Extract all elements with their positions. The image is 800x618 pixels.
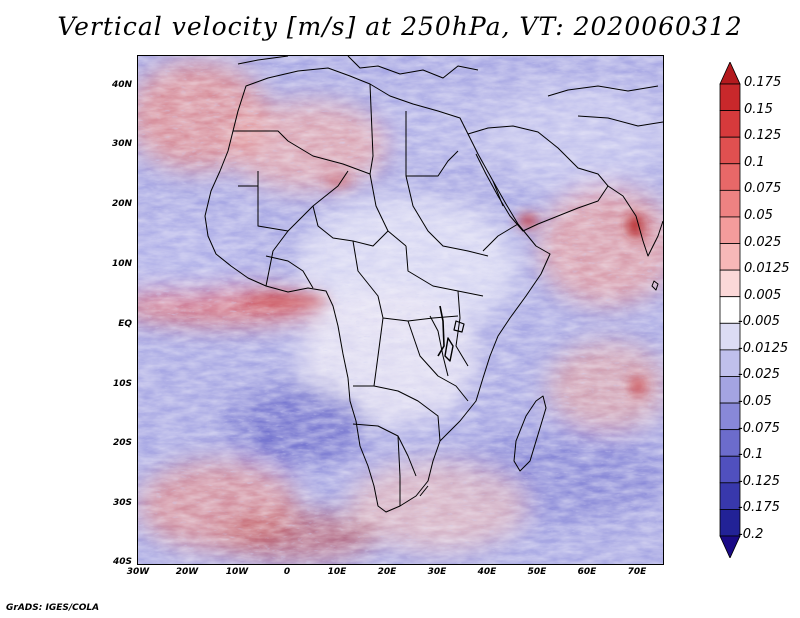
longitude-label-30w: 30W <box>126 567 150 577</box>
colorbar-swatch <box>719 110 741 138</box>
colorbar-label: 0.175 <box>744 75 782 90</box>
longitude-label-10w: 10W <box>225 567 249 577</box>
vertical-velocity-field <box>138 56 663 564</box>
vertical-velocity-map <box>138 56 663 564</box>
colorbar-label: -0.05 <box>738 394 772 410</box>
colorbar-label: -0.2 <box>738 527 764 542</box>
longitude-label-70e: 70E <box>627 567 647 577</box>
latitude-label-30s: 30S <box>112 498 132 508</box>
colorbar-label: 0.075 <box>744 181 782 197</box>
longitude-label-60e: 60E <box>577 567 597 577</box>
longitude-label-50e: 50E <box>527 567 547 577</box>
coastlines-and-borders <box>204 56 663 513</box>
colorbar-label: -0.075 <box>738 420 780 436</box>
colorbar-label: 0.0125 <box>744 261 790 277</box>
colorbar-swatch <box>719 482 741 510</box>
colorbar-swatch <box>719 62 741 85</box>
longitude-label-40e: 40E <box>477 567 497 577</box>
colorbar-swatch <box>719 163 741 191</box>
colorbar-label: 0.005 <box>744 287 782 303</box>
colorbar-swatch <box>719 136 741 165</box>
colorbar-swatch <box>719 535 741 558</box>
colorbar-label: -0.025 <box>738 367 780 383</box>
colorbar-label: -0.0125 <box>738 340 789 356</box>
latitude-label-40s: 40S <box>112 557 132 567</box>
colorbar-label: 0.125 <box>744 128 782 144</box>
colorbar-label: -0.1 <box>738 447 764 463</box>
colorbar-label: -0.125 <box>738 473 780 489</box>
latitude-label-10s: 10S <box>112 379 132 389</box>
colorbar-label: 0.025 <box>744 234 782 250</box>
colorbar-swatch <box>719 216 741 244</box>
longitude-label-10e: 10E <box>327 567 347 577</box>
colorbar-swatch <box>719 269 741 298</box>
colorbar-label: -0.175 <box>738 500 780 516</box>
latitude-label-eq: EQ <box>118 319 132 329</box>
colorbar-swatch <box>719 376 741 404</box>
grads-credit: GrADS: IGES/COLA <box>6 603 100 613</box>
map-title: Vertical velocity [m/s] at 250hPa, VT: 2… <box>57 12 743 41</box>
colorbar-swatch <box>719 83 741 111</box>
colorbar-label: 0.1 <box>744 154 765 170</box>
map-panel <box>137 55 664 565</box>
colorbar-swatch <box>719 509 741 537</box>
colorbar-swatch <box>719 349 741 377</box>
colorbar-swatch <box>719 243 741 271</box>
colorbar-swatch <box>719 402 741 431</box>
longitude-label-30e: 30E <box>427 567 447 577</box>
latitude-label-10n: 10N <box>111 259 132 269</box>
latitude-label-40n: 40N <box>111 80 132 90</box>
longitude-label-0: 0 <box>283 567 291 577</box>
colorbar-swatch <box>719 322 741 351</box>
colorbar-label: 0.05 <box>744 207 773 223</box>
latitude-label-20s: 20S <box>112 438 132 448</box>
colorbar-swatch <box>719 429 741 457</box>
colorbar-label: 0.15 <box>744 101 773 117</box>
colorbar-swatch <box>719 296 741 324</box>
longitude-label-20w: 20W <box>175 567 199 577</box>
longitude-label-20e: 20E <box>377 567 397 577</box>
colorbar-swatch <box>719 189 741 218</box>
colorbar-label: -0.005 <box>738 314 780 330</box>
latitude-label-30n: 30N <box>111 139 132 149</box>
colorbar-swatch <box>719 455 741 484</box>
colorbar <box>719 62 741 558</box>
latitude-label-20n: 20N <box>111 199 132 209</box>
